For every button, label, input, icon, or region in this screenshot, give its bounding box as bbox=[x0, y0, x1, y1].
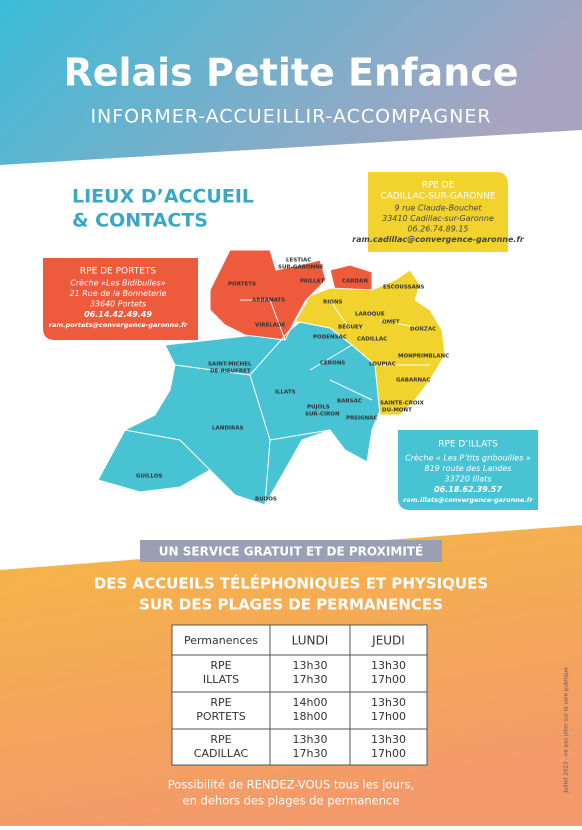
map-label: DONZAC bbox=[410, 327, 436, 333]
contact-title: RPE D’ILLATS bbox=[438, 440, 498, 450]
contact-line: 33640 Portets bbox=[90, 300, 146, 309]
map-label: CÉRONS bbox=[320, 359, 345, 367]
contact-line: ram.cadillac@convergence-garonne.fr bbox=[352, 235, 525, 244]
map-label: SAINT-MICHEL bbox=[208, 362, 252, 368]
table-header: LUNDI bbox=[292, 634, 329, 648]
section-title: & CONTACTS bbox=[72, 210, 208, 232]
region-cardan bbox=[329, 264, 373, 291]
table-cell: RPE bbox=[210, 733, 231, 746]
table-cell: PORTETS bbox=[196, 710, 246, 723]
map-label: SAINTE-CROIX bbox=[380, 401, 425, 407]
contact-title: CADILLAC-SUR-GARONNE bbox=[380, 192, 495, 202]
contact-line: 21 Rue de la Bonneterie bbox=[70, 289, 167, 298]
map-label: BUDOS bbox=[255, 497, 277, 503]
map-label: GUILLOS bbox=[136, 474, 163, 480]
contact-line: 33720 Illats bbox=[444, 475, 491, 484]
table-cell: 13h30 bbox=[371, 659, 406, 672]
map-label: SUR-CIRON bbox=[305, 412, 340, 418]
contact-illats: RPE D’ILLATS Crèche « Les P’tits griboui… bbox=[398, 430, 538, 510]
map-label: LESTIAC bbox=[286, 258, 311, 264]
section-title: LIEUX D’ACCUEIL bbox=[72, 186, 254, 208]
subtitle: INFORMER-ACCUEILLIR-ACCOMPAGNER bbox=[90, 106, 491, 128]
table-cell: 13h30 bbox=[371, 696, 406, 709]
contact-cadillac: RPE DE CADILLAC-SUR-GARONNE 9 rue Claude… bbox=[352, 172, 525, 252]
table-cell: CADILLAC bbox=[194, 747, 249, 760]
map-label: SUR-GARONNE bbox=[278, 265, 324, 271]
map-label: OMET bbox=[382, 320, 400, 326]
title: Relais Petite Enfance bbox=[63, 51, 518, 95]
contact-box bbox=[398, 430, 538, 510]
contact-title: RPE DE bbox=[422, 181, 455, 191]
table-cell: 18h00 bbox=[293, 710, 328, 723]
contact-line: 33410 Cadillac-sur-Garonne bbox=[382, 214, 494, 223]
schedule-table: Permanences LUNDI JEUDIRPEILLATS13h3017h30… bbox=[171, 624, 428, 766]
map-label: PAILLET bbox=[300, 279, 325, 285]
map-label: PODENSAC bbox=[313, 335, 347, 341]
table-header: Permanences bbox=[184, 634, 258, 647]
map-label: VIRELADE bbox=[255, 323, 286, 329]
banner: UN SERVICE GRATUIT ET DE PROXIMITÉ bbox=[159, 544, 423, 559]
contact-line: Crèche « Les P’tits gribouilles » bbox=[405, 453, 531, 463]
contact-box bbox=[368, 172, 508, 252]
map-label: LAROQUE bbox=[355, 312, 385, 318]
contact-line: ram.portets@convergence-garonne.fr bbox=[49, 321, 188, 329]
contact-line: ram.illats@convergence-garonne.fr bbox=[403, 496, 533, 504]
map-label: LOUPIAC bbox=[369, 362, 396, 368]
map-label: LANDIRAS bbox=[212, 426, 243, 432]
region-portets bbox=[209, 249, 327, 341]
region-cadillac bbox=[294, 269, 446, 416]
table-cell: 17h30 bbox=[293, 673, 328, 686]
map-labels: PORTETS ARBANATS VIRELADE LESTIAC SUR-GA… bbox=[136, 258, 449, 503]
banner-bg bbox=[140, 540, 442, 562]
table-cell: 17h00 bbox=[371, 673, 406, 686]
table-cell: 17h00 bbox=[371, 747, 406, 760]
contact-line: 06.14.42.49.49 bbox=[84, 310, 152, 319]
contact-box bbox=[43, 258, 198, 340]
header-bg bbox=[0, 0, 582, 165]
table-cell: 17h00 bbox=[371, 710, 406, 723]
map-label: RIONS bbox=[323, 300, 343, 306]
map-label: BÉGUEY bbox=[338, 323, 364, 331]
map-label: PUJOLS bbox=[307, 405, 330, 411]
headline: SUR DES PLAGES DE PERMANENCES bbox=[139, 596, 443, 614]
table-cell: 13h30 bbox=[371, 733, 406, 746]
map-label: DE-RIEUFRET bbox=[210, 369, 251, 375]
table-cell: 14h00 bbox=[293, 696, 328, 709]
contact-line: 06.26.74.89.15 bbox=[407, 225, 468, 234]
map-label: ILLATS bbox=[275, 390, 296, 396]
map bbox=[97, 249, 446, 506]
table-cell: 17h30 bbox=[293, 747, 328, 760]
side-note: Juillet 2023 - ne pas jeter sur la voie … bbox=[564, 667, 570, 794]
contact-line: 9 rue Claude-Bouchet bbox=[394, 204, 482, 213]
map-label: CARDAN bbox=[342, 279, 368, 285]
footer-note: en dehors des plages de permanence bbox=[183, 794, 400, 808]
map-label: PORTETS bbox=[228, 282, 256, 288]
contact-line: 06.18.62.39.57 bbox=[434, 485, 502, 494]
contact-line: 819 route des Landes bbox=[425, 464, 512, 473]
table-cell: RPE bbox=[210, 696, 231, 709]
map-label: ESCOUSSANS bbox=[383, 285, 424, 291]
table-cell: 13h30 bbox=[293, 733, 328, 746]
table-cell: RPE bbox=[210, 659, 231, 672]
map-label: DU-MONT bbox=[382, 408, 412, 414]
map-label: CADILLAC bbox=[357, 337, 387, 343]
map-label: PREIGNAC bbox=[346, 416, 377, 422]
map-label: ARBANATS bbox=[252, 298, 285, 304]
map-label: GABARNAC bbox=[396, 378, 430, 384]
footer-note: Possibilité de RENDEZ-VOUS tous les jour… bbox=[168, 778, 414, 792]
map-label: BARSAC bbox=[337, 399, 362, 405]
contact-line: Crèche «Les Bidibulles» bbox=[70, 278, 165, 288]
contact-title: RPE DE PORTETS bbox=[80, 267, 156, 277]
contact-portets: RPE DE PORTETS Crèche «Les Bidibulles»21… bbox=[43, 258, 198, 340]
map-borders bbox=[124, 299, 431, 506]
headline: DES ACCUEILS TÉLÉPHONIQUES ET PHYSIQUES bbox=[94, 574, 488, 593]
map-label: MONPRIMBLANC bbox=[398, 354, 449, 360]
table-frame bbox=[171, 624, 428, 766]
table-header: JEUDI bbox=[371, 634, 405, 648]
table-cell: ILLATS bbox=[203, 673, 239, 686]
table-cell: 13h30 bbox=[293, 659, 328, 672]
